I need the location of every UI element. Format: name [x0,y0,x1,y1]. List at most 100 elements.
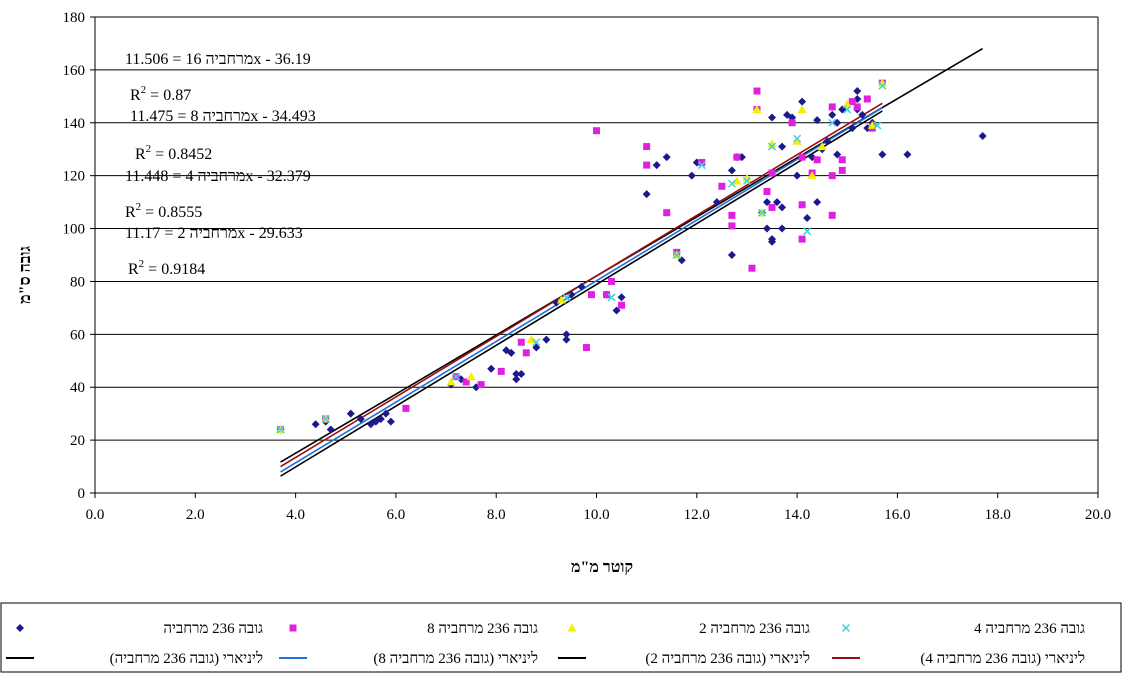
data-point [828,172,836,180]
data-point [768,113,777,122]
marker-stroke [873,121,882,130]
legend-label: גובה 236 מרחביה 8 [427,621,538,637]
axes: 0 20 40 60 80 100 120 140 160 180 0.0 2.0 4.0 6.0 8.0 1… [63,10,1112,523]
data-point [607,293,616,302]
data-points [276,78,987,434]
r-symbol: R [128,261,139,278]
x-axis-title: קוטר מ"מ [571,559,633,576]
data-point [577,282,586,291]
y-tick-label: 120 [63,169,86,185]
data-point [697,161,706,170]
x-tick-label: 6.0 [387,507,406,523]
data-point [903,150,912,159]
y-tick-label: 180 [63,10,86,26]
data-point [763,188,771,196]
marker-stroke [452,372,461,381]
x-tick-label: 18.0 [985,507,1011,523]
x-tick-label: 20.0 [1085,507,1111,523]
data-point [718,182,726,190]
data-point [742,176,751,185]
data-point [556,295,566,304]
data-point [768,203,776,211]
data-point [807,171,817,180]
data-point [618,301,626,309]
data-point [381,409,390,418]
data-point [487,364,496,373]
legend-marker [567,623,577,632]
data-point [712,198,721,207]
data-point [643,161,651,169]
regression-equation: מרחביה 8 = 11.475x - 34.493 [130,108,316,125]
data-point [828,110,837,119]
data-point [978,132,987,140]
data-point [838,156,846,164]
data-point [276,425,285,434]
data-point [752,105,762,114]
data-point [813,116,822,125]
r-value: = 0.87 [146,87,191,104]
legend-marker [289,624,297,632]
legend-marker [16,624,24,632]
data-point [873,121,882,130]
data-point [311,420,320,429]
data-point [768,169,776,177]
data-point [652,161,661,170]
data-point [733,153,741,161]
r-symbol: R [130,87,141,104]
r-superscript: 2 [139,258,145,270]
x-tick-label: 4.0 [286,507,305,523]
y-tick-label: 0 [78,486,86,502]
data-point [662,153,671,162]
marker-stroke [803,227,812,236]
data-point [878,81,887,90]
data-point [727,166,736,175]
data-point [853,103,861,111]
data-point [877,78,887,87]
y-tick-label: 100 [63,222,86,238]
x-tick-label: 8.0 [487,507,506,523]
marker-stroke [742,176,751,185]
data-point [853,87,862,96]
data-point [742,173,752,182]
data-point [803,227,812,236]
data-point [798,235,806,243]
data-point [732,176,742,185]
data-point [567,290,576,299]
data-point [748,264,756,272]
data-point [526,335,536,344]
data-point [542,335,551,344]
data-point [593,127,600,135]
regression-equation: מרחביה 4 = 11.448x - 32.379 [125,168,311,185]
regression-equation: מרחביה 16 = 11.506x - 36.19 [125,51,311,68]
r-superscript: 2 [141,84,147,96]
legend-label: ליניארי (גובה 236 מרחביה 8) [373,650,538,667]
data-point [878,150,887,159]
x-tick-label: 2.0 [186,507,205,523]
data-point [512,370,521,378]
y-tick-label: 160 [63,63,86,79]
data-point [728,211,736,219]
regression-equation: מרחביה 2 = 11.17x - 29.633 [125,225,303,242]
marker-stroke [562,293,571,302]
marker-stroke [828,118,837,127]
data-point [753,87,761,95]
x-tick-label: 0.0 [86,507,105,523]
data-point [497,367,505,375]
data-point [466,372,476,381]
data-point [462,378,470,386]
x-tick-label: 10.0 [583,507,609,523]
r-squared-label: R2 = 0.8452 [135,143,212,163]
data-point [803,213,812,222]
data-point [767,142,777,151]
r-symbol: R [125,204,136,221]
data-point [512,375,521,384]
marker-stroke [757,208,767,217]
data-point [867,120,877,129]
data-point [843,105,852,114]
data-point [603,291,611,299]
data-point [562,293,571,302]
data-point [798,201,806,209]
data-point [813,198,822,207]
